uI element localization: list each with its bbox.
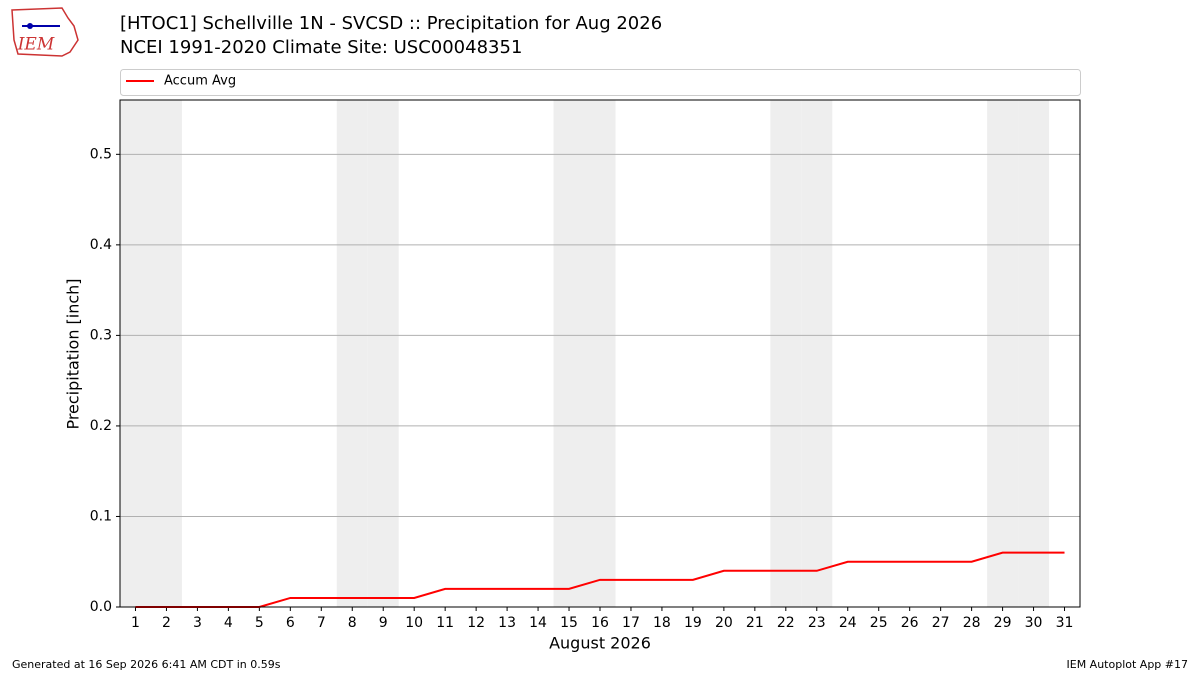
logo: IEM [11, 7, 79, 57]
legend-label: Accum Avg [164, 74, 236, 89]
x-tick-label: 8 [348, 615, 357, 631]
x-tick-label: 12 [467, 615, 485, 631]
x-tick-label: 5 [255, 615, 264, 631]
y-tick-label: 0.4 [90, 237, 112, 253]
x-tick-label: 24 [839, 615, 857, 631]
x-tick-label: 21 [746, 615, 764, 631]
x-tick-label: 14 [529, 615, 547, 631]
x-tick-label: 20 [715, 615, 733, 631]
x-tick-label: 17 [622, 615, 640, 631]
logo-text: IEM [17, 35, 55, 55]
shaded-day [770, 100, 802, 607]
x-tick-label: 4 [224, 615, 233, 631]
shaded-day [584, 100, 616, 607]
x-axis-label: August 2026 [549, 634, 651, 653]
x-tick-label: 25 [870, 615, 888, 631]
y-axis-label: Precipitation [inch] [64, 278, 83, 429]
y-tick-label: 0.3 [90, 327, 112, 343]
x-tick-label: 13 [498, 615, 516, 631]
x-tick-label: 28 [963, 615, 981, 631]
legend-box [120, 69, 1081, 96]
x-tick-label: 3 [193, 615, 202, 631]
x-tick-label: 31 [1056, 615, 1074, 631]
shaded-day [120, 100, 151, 607]
x-tick-label: 9 [379, 615, 388, 631]
x-tick-label: 11 [436, 615, 454, 631]
y-tick-label: 0.1 [90, 508, 112, 524]
y-tick-label: 0.5 [90, 146, 112, 162]
shaded-day [367, 100, 399, 607]
logo-icon [27, 23, 33, 29]
plot-frame [119, 99, 1081, 608]
footer-left: Generated at 16 Sep 2026 6:41 AM CDT in … [12, 658, 281, 671]
y-tick-label: 0.2 [90, 418, 112, 434]
shaded-day [150, 100, 182, 607]
x-tick-label: 26 [901, 615, 919, 631]
x-tick-label: 18 [653, 615, 671, 631]
chart-title: [HTOC1] Schellville 1N - SVCSD :: Precip… [120, 13, 662, 34]
y-tick-label: 0.0 [90, 599, 112, 615]
x-tick-label: 2 [162, 615, 171, 631]
x-tick-label: 29 [994, 615, 1012, 631]
x-tick-label: 15 [560, 615, 578, 631]
shaded-day [336, 100, 368, 607]
shaded-day [801, 100, 833, 607]
x-tick-label: 10 [405, 615, 423, 631]
x-tick-label: 6 [286, 615, 295, 631]
x-tick-label: 7 [317, 615, 326, 631]
x-tick-label: 30 [1025, 615, 1043, 631]
shaded-day [553, 100, 585, 607]
x-tick-label: 1 [131, 615, 140, 631]
x-tick-label: 22 [777, 615, 795, 631]
logo-outline [11, 7, 79, 57]
footer-right: IEM Autoplot App #17 [1067, 658, 1189, 671]
x-tick-label: 27 [932, 615, 950, 631]
chart-subtitle: NCEI 1991-2020 Climate Site: USC00048351 [120, 37, 522, 58]
shaded-day [987, 100, 1019, 607]
x-tick-label: 16 [591, 615, 609, 631]
line-series [135, 551, 1065, 608]
shaded-day [1018, 100, 1050, 607]
x-tick-label: 23 [808, 615, 826, 631]
x-tick-label: 19 [684, 615, 702, 631]
